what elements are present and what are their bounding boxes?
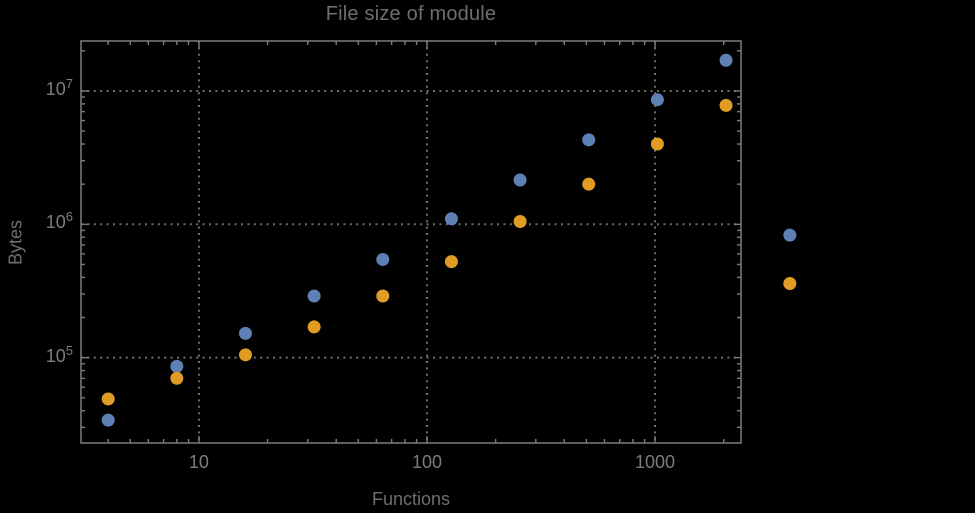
data-point-series-1-blue-x128 [444,212,458,226]
data-point-series-1-blue-x8 [170,359,184,373]
data-point-series-1-blue-x4 [101,413,115,427]
y-axis-label: Bytes [5,219,26,266]
data-point-series-2-orange-x32 [307,320,321,334]
data-point-series-2-orange-x64 [376,289,390,303]
data-point-series-1-blue-x1024 [650,93,664,107]
data-point-series-2-orange-x16 [238,348,252,362]
data-point-series-1-blue-x512 [582,133,596,147]
data-point-series-1-blue-x3900 [783,228,797,242]
data-point-series-1-blue-x16 [238,326,252,340]
data-point-series-2-orange-x256 [513,214,527,228]
data-point-series-2-orange-x3900 [783,276,797,290]
data-point-series-2-orange-x2048 [719,98,733,112]
data-point-series-2-orange-x4 [101,392,115,406]
x-axis-label: Functions [371,489,451,509]
data-point-series-1-blue-x256 [513,173,527,187]
plot-frame-border [80,40,742,444]
data-point-series-1-blue-x32 [307,289,321,303]
chart-title: File size of module [325,3,497,25]
data-point-series-1-blue-x64 [376,252,390,266]
data-point-series-2-orange-x8 [170,371,184,385]
data-point-series-1-blue-x2048 [719,53,733,67]
data-point-series-2-orange-x512 [582,177,596,191]
data-point-series-2-orange-x128 [444,255,458,269]
data-point-series-2-orange-x1024 [650,137,664,151]
